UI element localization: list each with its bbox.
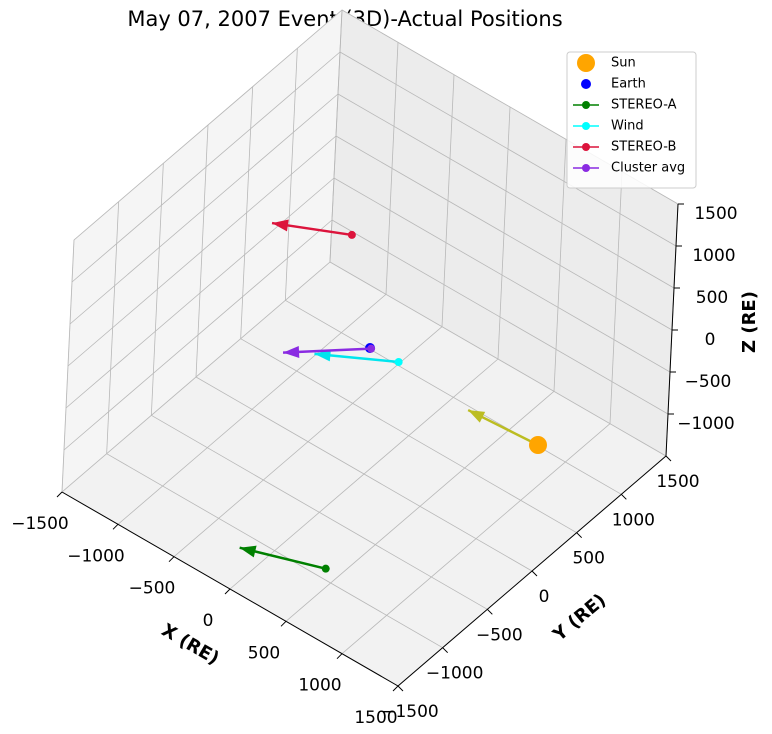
grid-line	[67, 135, 337, 367]
tick-mark	[576, 532, 583, 539]
arrow-head	[314, 349, 331, 362]
tick-mark	[112, 523, 119, 530]
grid-line	[195, 376, 533, 572]
tick-mark	[168, 556, 175, 563]
arrow-head	[239, 545, 257, 558]
tick-label: −1000	[677, 414, 735, 434]
tick-mark	[280, 620, 287, 627]
tick-mark	[56, 491, 63, 498]
arrow-head	[468, 410, 486, 423]
grid-line	[335, 135, 673, 331]
grid-line	[106, 453, 443, 649]
tick-label: −1000	[426, 664, 484, 684]
tick-mark	[531, 570, 538, 577]
legend-marker	[582, 101, 590, 109]
tick-mark	[397, 685, 404, 692]
point	[367, 344, 376, 353]
tick-label: −500	[476, 625, 523, 645]
tick-label: 1500	[656, 472, 699, 492]
point	[347, 230, 356, 239]
grid-line	[331, 219, 669, 415]
grid-line	[329, 261, 667, 457]
legend-label: Wind	[611, 119, 644, 134]
point	[394, 357, 403, 366]
legend-label: Sun	[611, 56, 636, 71]
grid-line	[339, 51, 677, 247]
point	[529, 436, 547, 454]
tick-label: 500	[572, 549, 604, 569]
legend-label: Cluster avg	[611, 161, 685, 176]
grid-line	[69, 93, 339, 325]
arrow-head	[283, 345, 300, 358]
tick-mark	[392, 685, 399, 692]
tick-mark	[336, 653, 343, 660]
tick-label: 1000	[298, 676, 341, 696]
z-axis-label: Z (RE)	[739, 291, 760, 353]
grid-line	[151, 414, 488, 610]
legend-marker	[582, 164, 590, 172]
grid-line	[337, 93, 675, 289]
legend-marker	[581, 79, 591, 89]
tick-label: −500	[685, 372, 732, 392]
tick-label: 0	[203, 611, 214, 631]
grid-line	[333, 177, 671, 373]
grid-line	[65, 177, 335, 409]
tick-label: −1500	[381, 702, 439, 722]
tick-label: 1500	[694, 204, 737, 224]
y-axis-label: Y (RE)	[548, 590, 610, 647]
tick-mark	[665, 455, 672, 462]
legend-marker	[577, 54, 595, 72]
grid-line	[71, 51, 341, 283]
legend-label: STEREO-B	[611, 140, 676, 155]
tick-label: −1500	[11, 514, 69, 534]
tick-label: 1500	[354, 708, 397, 728]
tick-label: 0	[705, 330, 716, 350]
tick-label: 500	[248, 643, 280, 663]
tick-mark	[442, 647, 449, 654]
tick-label: −1000	[67, 546, 125, 566]
point	[321, 564, 330, 573]
grid-line	[73, 9, 343, 241]
legend-box	[566, 51, 697, 189]
legend-label: STEREO-A	[611, 98, 677, 113]
grid-line	[285, 299, 622, 495]
tick-label: −500	[129, 579, 176, 599]
tick-mark	[486, 608, 493, 615]
arrow-head	[272, 219, 289, 232]
grid-line	[63, 219, 333, 451]
legend-marker	[582, 143, 590, 151]
tick-mark	[620, 493, 627, 500]
grid-line	[240, 338, 577, 534]
tick-label: 1000	[612, 510, 655, 530]
tick-label: 0	[539, 587, 550, 607]
tick-label: 500	[696, 288, 728, 308]
tick-label: 1000	[692, 246, 735, 266]
legend-marker	[582, 122, 590, 130]
legend-label: Earth	[611, 77, 646, 92]
tick-mark	[224, 588, 231, 595]
